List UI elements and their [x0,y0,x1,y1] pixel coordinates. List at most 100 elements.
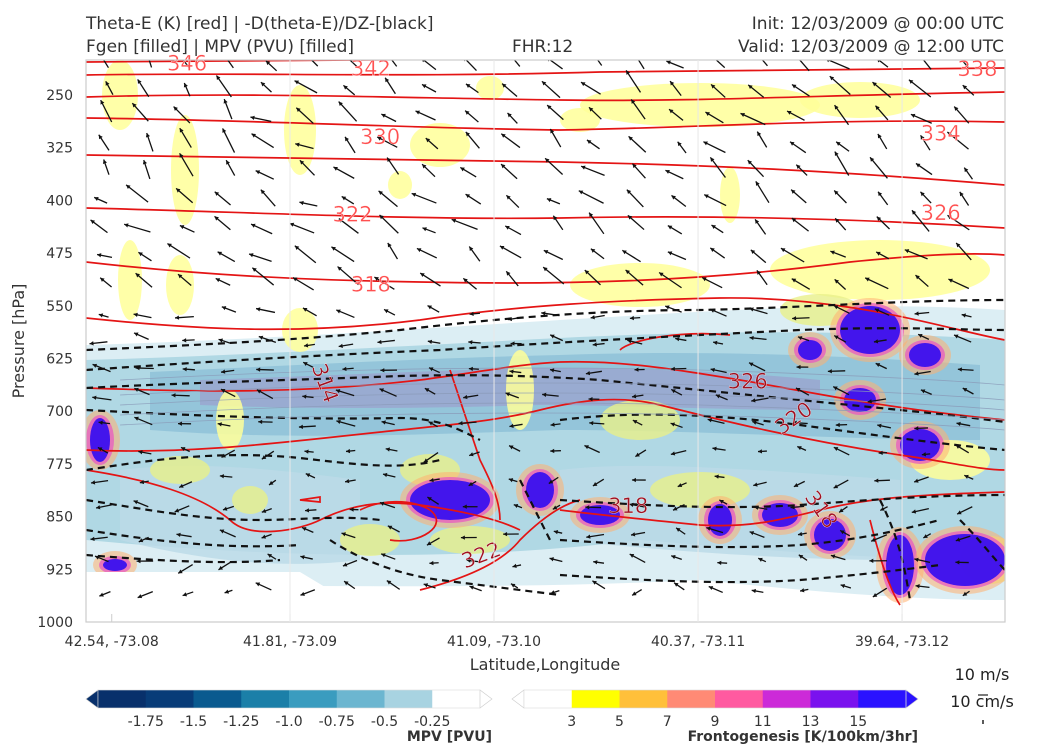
wind-arrowhead [674,582,679,587]
wind-arrowhead [173,106,178,111]
wind-arrowhead [910,113,916,118]
x-axis: 42.54, -73.08 41.81, -73.09 41.09, -73.10 4… [65,60,949,650]
x-tick-label: 41.81, -73.09 [243,634,337,650]
wind-arrowhead [706,50,710,54]
fgen-filled-region [232,486,268,514]
wind-arrow [703,141,726,154]
wind-arrowhead [380,368,385,373]
wind-arrowhead [331,246,336,251]
y-tick-label: 775 [46,457,73,473]
wind-arrowhead [344,581,349,586]
wind-arrowhead [962,388,968,392]
wind-arrowhead [345,448,351,454]
wind-arrowhead [503,531,508,537]
wind-arrowhead [957,367,962,372]
mpv-contour [119,382,1005,401]
wind-arrow [869,156,888,179]
wind-arrowhead [752,420,757,425]
wind-arrowhead [424,388,430,393]
wind-arrowhead [99,592,104,597]
wind-arrow [877,60,889,68]
wind-arrowhead [215,278,221,283]
x-tick-label: 41.09, -73.10 [447,634,541,650]
theta-e-label: 322 [332,202,372,226]
wind-arrowhead [790,505,795,510]
wind-arrowhead [914,557,919,562]
wind-arrow [419,272,441,287]
theta-e-label: 346 [167,51,207,75]
fgen-filled-region [580,83,820,127]
wind-arrowhead [218,565,223,570]
wind-arrowhead [338,218,344,223]
wind-arrowhead [959,191,964,197]
wind-arrow [251,267,275,286]
wind-arrowhead [830,554,836,559]
wind-arrowhead [747,160,753,165]
wind-arrowhead [835,422,840,428]
mpv-colorbar-swatch [241,690,290,708]
wind-arrowhead [543,250,549,255]
wind-arrowhead [135,365,140,371]
wind-arrowhead [177,421,182,426]
wind-arrowhead [176,188,181,193]
mpv-colorbar-tick-label: -1.5 [180,714,207,730]
wind-arrowhead [451,218,457,223]
mpv-colorbar-extend-right [479,689,493,709]
wind-arrowhead [923,534,928,538]
wind-arrowhead [423,583,429,588]
wind-arrowhead [758,557,763,562]
wind-arrowhead [710,367,715,373]
wind-arrowhead [550,422,555,427]
wind-arrowhead [796,364,801,370]
wind-arrowhead [182,367,187,372]
y-axis: 250 325 400 475 550 625 700 775 850 925 1000 [37,88,73,631]
wind-arrowhead [133,500,139,505]
wind-arrowhead [252,267,257,272]
wind-arrowhead [581,82,586,87]
wind-arrowhead [839,508,844,513]
wind-arrowhead [304,449,309,454]
wind-arrowhead [908,79,914,84]
wind-arrow [465,60,477,72]
wind-arrowhead [947,132,952,137]
wind-arrowhead [629,502,634,508]
wind-arrow [542,266,565,285]
wind-arrowhead [425,138,431,143]
wind-arrow [499,245,522,259]
wind-arrowhead [626,70,631,75]
wind-arrow [922,60,932,70]
dtheta-e-dz-contour [879,499,912,601]
wind-arrowhead [89,341,94,346]
wind-arrowhead [904,249,910,254]
dtheta-e-dz-contour [86,327,1005,372]
y-tick-label: 550 [46,299,73,315]
wind-arrowhead [249,253,254,258]
wind-arrowhead [877,60,881,63]
wind-arrowhead [295,142,300,147]
wind-arrowhead [757,131,762,137]
wind-arrowhead [827,369,832,374]
wind-arrowhead [427,305,433,310]
wind-arrow [100,99,113,123]
y-tick-label: 700 [46,404,73,420]
wind-arrowhead [94,555,100,560]
theta-e-label: 326 [921,201,961,225]
theta-e-label: 326 [728,370,768,394]
wind-arrowhead [877,133,882,139]
wind-arrowhead [957,510,962,515]
wind-arrowhead [629,554,635,558]
wind-arrowhead [427,339,433,344]
wind-arrowhead [834,279,840,284]
wind-arrowhead [138,450,143,455]
dtheta-e-dz-contour [86,374,1005,424]
fgen-filled-region [600,400,680,440]
wind-arrowhead [261,508,267,513]
wind-arrow [834,104,850,126]
wind-arrowhead [338,101,343,106]
wind-arrowhead [631,532,636,537]
wind-arrowhead [547,105,552,110]
wind-arrowhead [138,538,144,543]
wind-arrowhead [748,84,753,90]
dtheta-e-dz-contour [959,519,1005,571]
wind-arrowhead [553,215,558,221]
